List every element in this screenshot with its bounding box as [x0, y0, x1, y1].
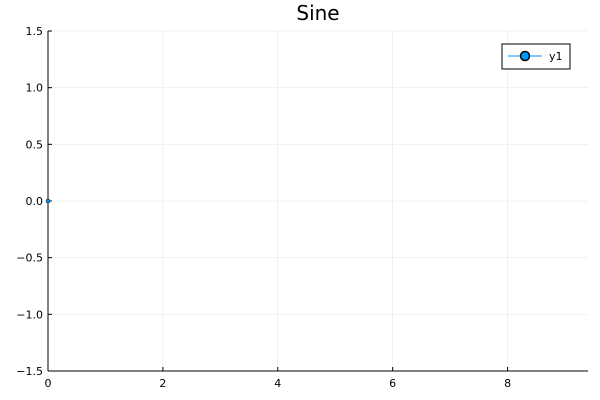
y-tick-label: −1.0 [16, 308, 43, 321]
x-ticks: 0 2 4 6 8 [45, 367, 511, 390]
y-tick-label: −0.5 [16, 252, 43, 265]
x-tick-label: 6 [389, 377, 396, 390]
data-point [45, 198, 51, 204]
grid [47, 30, 588, 372]
legend-label-y1: y1 [549, 50, 563, 63]
y-tick-label: −1.5 [16, 365, 43, 378]
chart-title: Sine [296, 1, 339, 25]
y-tick-label: 1.5 [26, 25, 44, 38]
y-tick-label: 1.0 [26, 82, 44, 95]
plot-series [45, 198, 51, 204]
y-tick-label: 0.5 [26, 138, 44, 151]
legend: y1 [501, 43, 571, 70]
y-tick-label: 0.0 [26, 195, 44, 208]
legend-marker-y1 [519, 50, 531, 62]
x-tick-label: 4 [274, 377, 281, 390]
y-ticks: −1.5 −1.0 −0.5 0.0 0.5 1.0 1.5 [16, 25, 52, 378]
x-tick-label: 0 [45, 377, 52, 390]
x-tick-label: 2 [159, 377, 166, 390]
x-tick-label: 8 [504, 377, 511, 390]
